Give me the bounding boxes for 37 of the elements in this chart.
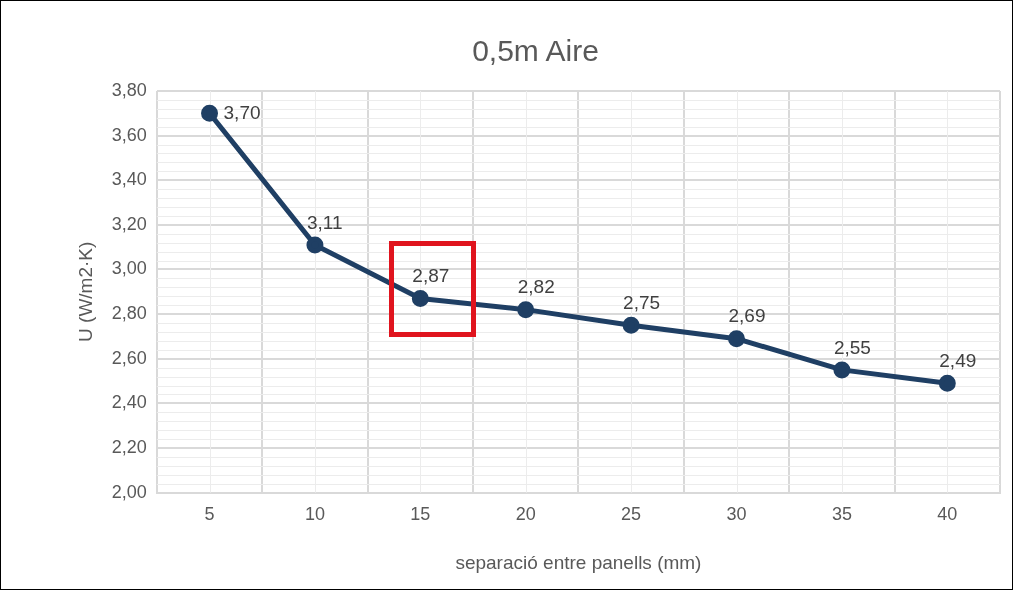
x-tick-label: 20 [515, 504, 536, 525]
x-tick-label: 25 [621, 504, 642, 525]
y-tick-label: 3,00 [111, 258, 147, 279]
x-tick-label: 10 [304, 504, 325, 525]
y-tick-label: 3,40 [111, 169, 147, 190]
y-tick-label: 3,80 [111, 79, 147, 100]
x-tick-label: 15 [410, 504, 431, 525]
y-tick-label: 3,20 [111, 213, 147, 234]
chart-title: 0,5m Aire [472, 34, 599, 68]
x-tick-label: 5 [204, 504, 215, 525]
data-label: 3,70 [223, 102, 261, 124]
point [728, 330, 746, 348]
x-axis-title: separació entre panells (mm) [455, 551, 702, 573]
point [517, 301, 535, 319]
data-label: 2,75 [623, 292, 661, 313]
data-label: 2,55 [833, 336, 871, 358]
point [306, 236, 324, 254]
data-label: 2,69 [728, 305, 766, 327]
point [622, 316, 640, 334]
y-tick-label: 2,20 [111, 436, 147, 457]
y-tick-label: 2,60 [111, 347, 147, 368]
point [833, 361, 851, 379]
point [201, 104, 219, 122]
data-label: 2,87 [412, 265, 450, 287]
point [938, 374, 956, 392]
x-tick-label: 40 [937, 504, 958, 525]
data-label: 2,82 [517, 276, 555, 298]
y-tick-label: 3,60 [111, 124, 147, 145]
y-axis-title: U (W/m2·K) [74, 241, 96, 342]
y-tick-label: 2,40 [111, 392, 147, 413]
y-tick-label: 2,00 [111, 481, 147, 502]
x-tick-label: 35 [831, 504, 852, 525]
data-label: 3,11 [306, 211, 343, 233]
point [411, 289, 429, 307]
y-tick-label: 2,80 [111, 303, 147, 324]
data-label: 2,49 [939, 350, 977, 372]
x-tick-label: 30 [726, 504, 747, 525]
